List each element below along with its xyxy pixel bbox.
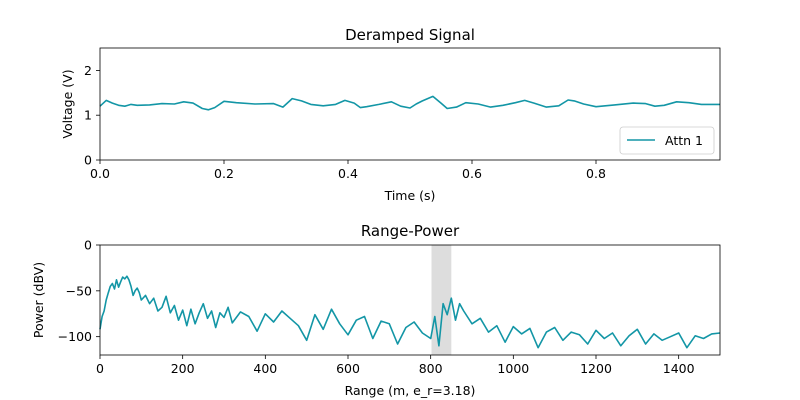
x-tick-label: 200: [171, 361, 195, 376]
x-tick-label: 1400: [663, 361, 695, 376]
y-ticks: 0 1 2: [84, 63, 100, 168]
legend-box: [619, 126, 715, 155]
y-axis-label: Voltage (V): [60, 69, 75, 138]
legend-label: Attn 1: [665, 133, 703, 148]
y-axis-label: Power (dBV): [31, 262, 46, 338]
y-tick-label: 2: [84, 63, 92, 78]
y-tick-label: 0: [84, 238, 92, 253]
series-line: [99, 275, 721, 349]
x-tick-label: 0.8: [586, 166, 606, 181]
x-tick-label: 1000: [497, 361, 529, 376]
x-tick-label: 600: [336, 361, 360, 376]
x-tick-label: 400: [253, 361, 277, 376]
chart-title: Range-Power: [361, 222, 460, 240]
axes-frame: [99, 47, 721, 161]
x-tick-label: 0.2: [214, 166, 234, 181]
legend: Attn 1: [619, 126, 715, 155]
plot-area: [99, 95, 720, 111]
series-line: [99, 95, 720, 111]
y-tick-label: −50: [66, 283, 92, 298]
x-ticks: 0 200 400 600 800 1000 1200 1400: [96, 355, 695, 376]
highlight-band-layer: [431, 245, 452, 355]
y-tick-label: −100: [58, 329, 92, 344]
highlight-band: [431, 245, 452, 355]
y-tick-label: 1: [84, 108, 92, 123]
y-tick-label: 0: [84, 153, 92, 168]
x-axis-label: Time (s): [384, 188, 436, 203]
x-tick-label: 0.6: [462, 166, 482, 181]
x-ticks: 0.0 0.2 0.4 0.6 0.8: [90, 160, 606, 181]
plot-area: [99, 275, 721, 349]
chart-title: Deramped Signal: [345, 26, 475, 44]
axes-frame: [99, 244, 721, 356]
x-tick-label: 0.0: [90, 166, 110, 181]
chart-deramped-signal: Deramped Signal 0 1 2 0.0 0.2 0.4 0.6 0.8 Time…: [60, 26, 721, 203]
chart-range-power: Range-Power 0 −50 −100 0 200 400 600 800 1000 12…: [31, 222, 721, 398]
x-tick-label: 800: [419, 361, 443, 376]
y-ticks: 0 −50 −100: [58, 238, 100, 344]
x-tick-label: 0.4: [338, 166, 358, 181]
x-tick-label: 0: [96, 361, 104, 376]
x-tick-label: 1200: [580, 361, 612, 376]
x-axis-label: Range (m, e_r=3.18): [345, 383, 476, 398]
